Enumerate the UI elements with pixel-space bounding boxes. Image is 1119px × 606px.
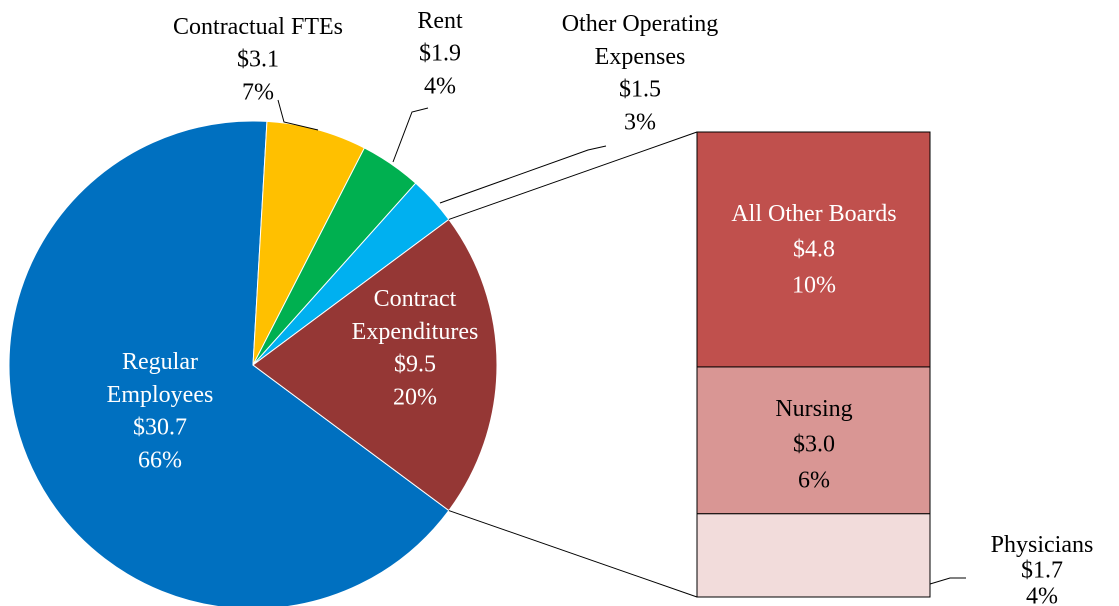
slice-label-percent: 7% [242,80,274,106]
bar-segment [696,131,931,368]
slice-label-percent: 20% [393,385,437,411]
leader-line [392,107,429,163]
slice-label-value: $4.8 [793,237,835,263]
pie-slice [8,120,450,606]
slice-label-name: Regular Employees [107,349,214,408]
bar-segment [696,366,931,515]
slice-label-value: $9.5 [394,352,436,378]
slice-label-value: $30.7 [133,415,187,441]
slice-label-name: Contract Expenditures [352,286,479,345]
slice-label-percent: 3% [624,110,656,136]
slice-label-name: Contractual FTEs [173,14,343,40]
slice-label-percent: 4% [424,74,456,100]
slice-label-value: $3.1 [237,47,279,73]
slice-label-value: $1.5 [619,77,661,103]
slice-label-name: Nursing [775,396,852,422]
slice-label-percent: 10% [792,273,836,299]
slice-label-percent: 66% [138,448,182,474]
slice-label-value: $1.7 [1021,558,1063,584]
leader-line [277,99,319,131]
slice-label-name: Physicians [991,532,1094,558]
bar-segment [696,513,931,598]
slice-label-name: Rent [417,8,463,34]
slice-label-name: All Other Boards [731,201,896,227]
slice-label-value: $3.0 [793,432,835,458]
slice-label-name: Other Operating Expenses [562,11,719,70]
slice-label-value: $1.9 [419,41,461,67]
slice-label-percent: 4% [1026,584,1058,606]
connector-line [448,510,698,598]
connector-line [448,131,698,220]
leader-line [929,577,966,585]
pie-slice [252,218,498,512]
leader-line [439,145,607,204]
slice-label-percent: 6% [798,468,830,494]
